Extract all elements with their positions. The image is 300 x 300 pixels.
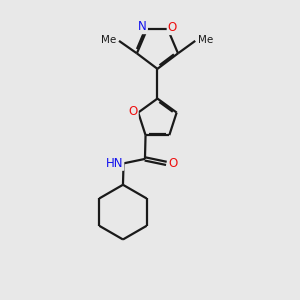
Text: Me: Me xyxy=(198,35,213,45)
Text: N: N xyxy=(138,20,147,33)
Text: O: O xyxy=(168,157,178,170)
Text: O: O xyxy=(168,21,177,34)
Text: O: O xyxy=(128,106,138,118)
Text: Me: Me xyxy=(101,35,116,45)
Text: HN: HN xyxy=(106,157,123,170)
